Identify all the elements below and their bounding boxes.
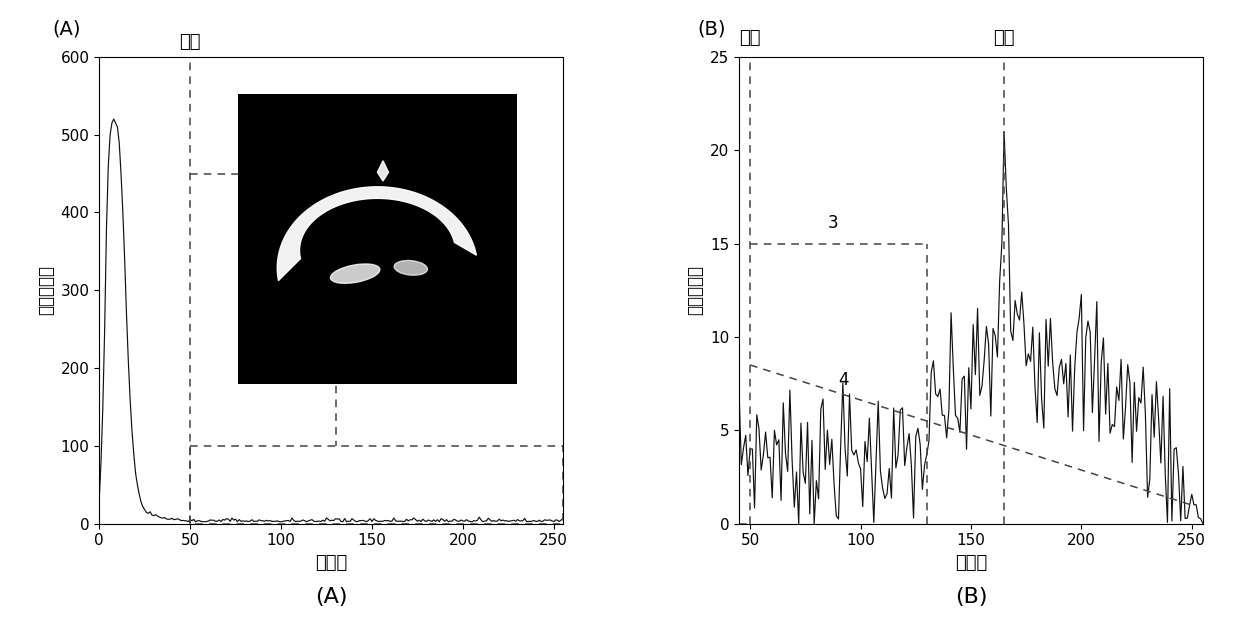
Text: 4: 4 bbox=[838, 370, 849, 389]
X-axis label: 灰度値: 灰度値 bbox=[955, 554, 987, 572]
Text: 阈値: 阈値 bbox=[739, 30, 761, 47]
Text: 2: 2 bbox=[341, 345, 352, 363]
Y-axis label: 像素点个数: 像素点个数 bbox=[687, 265, 704, 316]
Text: (B): (B) bbox=[955, 587, 987, 607]
X-axis label: 灰度値: 灰度値 bbox=[315, 554, 347, 572]
Text: 阈値: 阈値 bbox=[993, 30, 1014, 47]
Text: 3: 3 bbox=[827, 215, 838, 232]
Y-axis label: 像素点个数: 像素点个数 bbox=[37, 265, 55, 316]
Text: (B): (B) bbox=[697, 19, 725, 38]
Text: 1: 1 bbox=[303, 165, 314, 182]
Text: (A): (A) bbox=[315, 587, 347, 607]
Text: (A): (A) bbox=[53, 19, 82, 38]
Text: 阈値: 阈値 bbox=[180, 33, 201, 50]
